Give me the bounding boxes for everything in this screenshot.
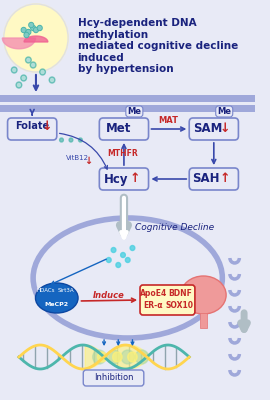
Circle shape (113, 352, 122, 362)
Circle shape (40, 69, 45, 75)
Circle shape (50, 78, 53, 82)
Circle shape (32, 26, 35, 30)
Circle shape (31, 26, 35, 30)
Circle shape (208, 298, 213, 304)
Circle shape (38, 26, 41, 30)
Text: Inhibition: Inhibition (94, 374, 133, 382)
Circle shape (93, 350, 106, 364)
Text: VitB12: VitB12 (66, 155, 89, 161)
Text: Me: Me (217, 108, 231, 116)
Text: Me: Me (127, 108, 141, 116)
Circle shape (79, 138, 82, 142)
Circle shape (208, 286, 213, 292)
Ellipse shape (181, 276, 226, 314)
Circle shape (11, 67, 17, 73)
Circle shape (41, 70, 44, 74)
Circle shape (33, 28, 38, 32)
Text: ↓: ↓ (84, 156, 92, 166)
Circle shape (107, 350, 120, 364)
Text: MeCP2: MeCP2 (45, 302, 69, 308)
FancyBboxPatch shape (99, 118, 148, 140)
Circle shape (27, 30, 30, 34)
Text: ↑: ↑ (130, 172, 141, 186)
Ellipse shape (35, 283, 78, 313)
Circle shape (198, 300, 204, 306)
FancyBboxPatch shape (8, 118, 57, 140)
Circle shape (69, 138, 73, 142)
Text: SAM: SAM (194, 122, 223, 136)
Text: Hcy-dependent DNA methylation
mediated cognitive decline induced
by hypertension: Hcy-dependent DNA methylation mediated c… (77, 18, 238, 74)
Bar (0, 95, 255, 102)
Text: Sirt3A: Sirt3A (58, 288, 75, 294)
Circle shape (135, 350, 149, 364)
Circle shape (128, 352, 137, 362)
Text: Hcy: Hcy (104, 172, 129, 186)
Text: Induce: Induce (93, 292, 125, 300)
Circle shape (13, 68, 16, 72)
Circle shape (212, 292, 218, 298)
Text: Met: Met (106, 122, 131, 136)
FancyBboxPatch shape (216, 106, 233, 117)
Circle shape (111, 248, 116, 252)
Circle shape (26, 57, 31, 63)
Circle shape (25, 34, 28, 36)
FancyBboxPatch shape (99, 168, 148, 190)
Circle shape (30, 24, 33, 26)
FancyBboxPatch shape (189, 168, 238, 190)
Text: SOX10: SOX10 (166, 300, 194, 310)
FancyBboxPatch shape (126, 106, 143, 117)
FancyBboxPatch shape (140, 285, 195, 315)
Circle shape (32, 64, 35, 66)
Circle shape (24, 32, 29, 38)
Circle shape (97, 352, 107, 362)
Circle shape (22, 28, 25, 32)
Circle shape (121, 252, 125, 258)
Circle shape (130, 246, 135, 250)
Bar (0, 105, 255, 112)
Text: ↑: ↑ (220, 172, 230, 186)
Text: ER-α: ER-α (144, 300, 163, 310)
Polygon shape (2, 38, 35, 49)
Text: ↓: ↓ (220, 122, 230, 136)
FancyBboxPatch shape (83, 370, 144, 386)
Circle shape (30, 62, 36, 68)
Polygon shape (24, 36, 48, 42)
Circle shape (198, 284, 204, 290)
Circle shape (190, 296, 196, 302)
Bar (0, 102, 255, 105)
Circle shape (22, 76, 25, 80)
Circle shape (125, 258, 130, 262)
Text: Cognitive Decline: Cognitive Decline (136, 224, 215, 232)
Circle shape (29, 22, 33, 28)
FancyBboxPatch shape (189, 118, 238, 140)
Bar (200, 313, 207, 328)
Text: MAT: MAT (158, 116, 178, 125)
Circle shape (49, 77, 55, 83)
Circle shape (121, 350, 134, 364)
Text: ApoE4: ApoE4 (140, 288, 167, 298)
Circle shape (21, 75, 26, 81)
Circle shape (27, 58, 30, 62)
Circle shape (190, 288, 196, 294)
Circle shape (26, 30, 31, 34)
Text: SAH: SAH (193, 172, 220, 186)
Circle shape (35, 28, 37, 32)
Circle shape (212, 292, 218, 298)
Text: ↓: ↓ (42, 120, 53, 134)
Text: MTHFR: MTHFR (107, 150, 138, 158)
Circle shape (21, 28, 26, 32)
Circle shape (18, 84, 20, 86)
Circle shape (4, 4, 68, 72)
Text: HDACs: HDACs (36, 288, 55, 294)
Text: BDNF: BDNF (168, 288, 192, 298)
Circle shape (60, 138, 63, 142)
Text: Folate: Folate (15, 121, 49, 131)
Circle shape (37, 26, 42, 30)
Circle shape (106, 258, 111, 262)
Circle shape (16, 82, 22, 88)
Circle shape (116, 262, 121, 268)
